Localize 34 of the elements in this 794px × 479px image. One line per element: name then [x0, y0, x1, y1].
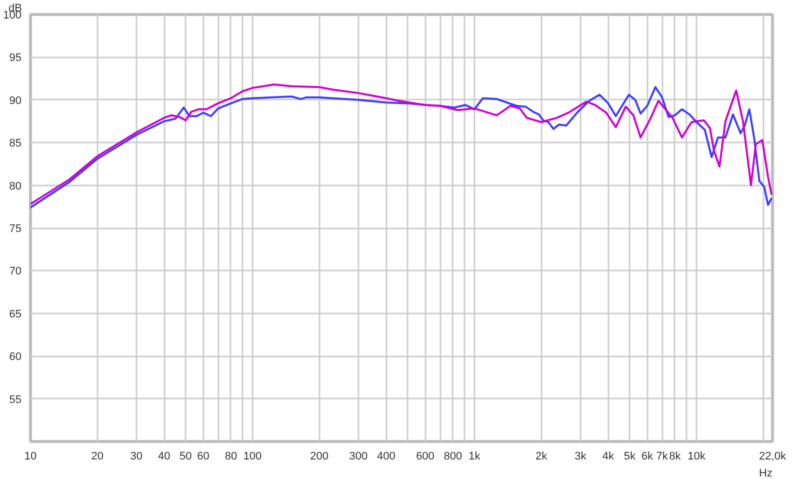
x-tick-label: 40 [158, 450, 170, 462]
x-tick-label: 200 [310, 450, 329, 462]
y-tick-label: 55 [9, 394, 22, 406]
x-tick-label: 400 [376, 450, 396, 462]
x-tick-label: 100 [243, 450, 262, 462]
x-tick-label: 8k [669, 450, 682, 462]
x-tick-label: 50 [180, 450, 192, 462]
x-tick-label: 10k [688, 450, 706, 462]
x-tick-label: 80 [224, 450, 238, 462]
x-tick-label: 10 [24, 450, 37, 462]
y-tick-label: 85 [9, 138, 22, 150]
y-tick-label: 60 [9, 351, 22, 364]
x-tick-label: 20 [91, 450, 104, 462]
x-tick-label: 3k [574, 450, 587, 462]
x-tick-label: 30 [130, 450, 143, 462]
x-tick-label: 300 [349, 450, 368, 462]
x-tick-label: 4k [602, 450, 614, 462]
x-tick-label: 2k [536, 450, 548, 462]
x-axis-title: Hz [759, 468, 773, 479]
x-tick-label: 6k [641, 450, 654, 462]
y-tick-label: 70 [9, 266, 22, 278]
x-tick-label: 600 [416, 450, 434, 462]
y-tick-label: 80 [9, 180, 22, 192]
x-tick-label: 7k [656, 450, 668, 462]
y-tick-label: 95 [9, 52, 22, 64]
x-tick-label: 5k [624, 450, 636, 462]
x-tick-label: 800 [444, 450, 462, 462]
y-tick-label: 100 [3, 10, 22, 22]
x-tick-label: 60 [197, 450, 210, 462]
y-tick-label: 90 [9, 94, 22, 107]
y-tick-label: 65 [9, 308, 22, 320]
x-tick-label: 1k [468, 450, 481, 462]
y-tick-label: 75 [9, 223, 22, 235]
x-tick-label: 22,0k [759, 450, 786, 462]
